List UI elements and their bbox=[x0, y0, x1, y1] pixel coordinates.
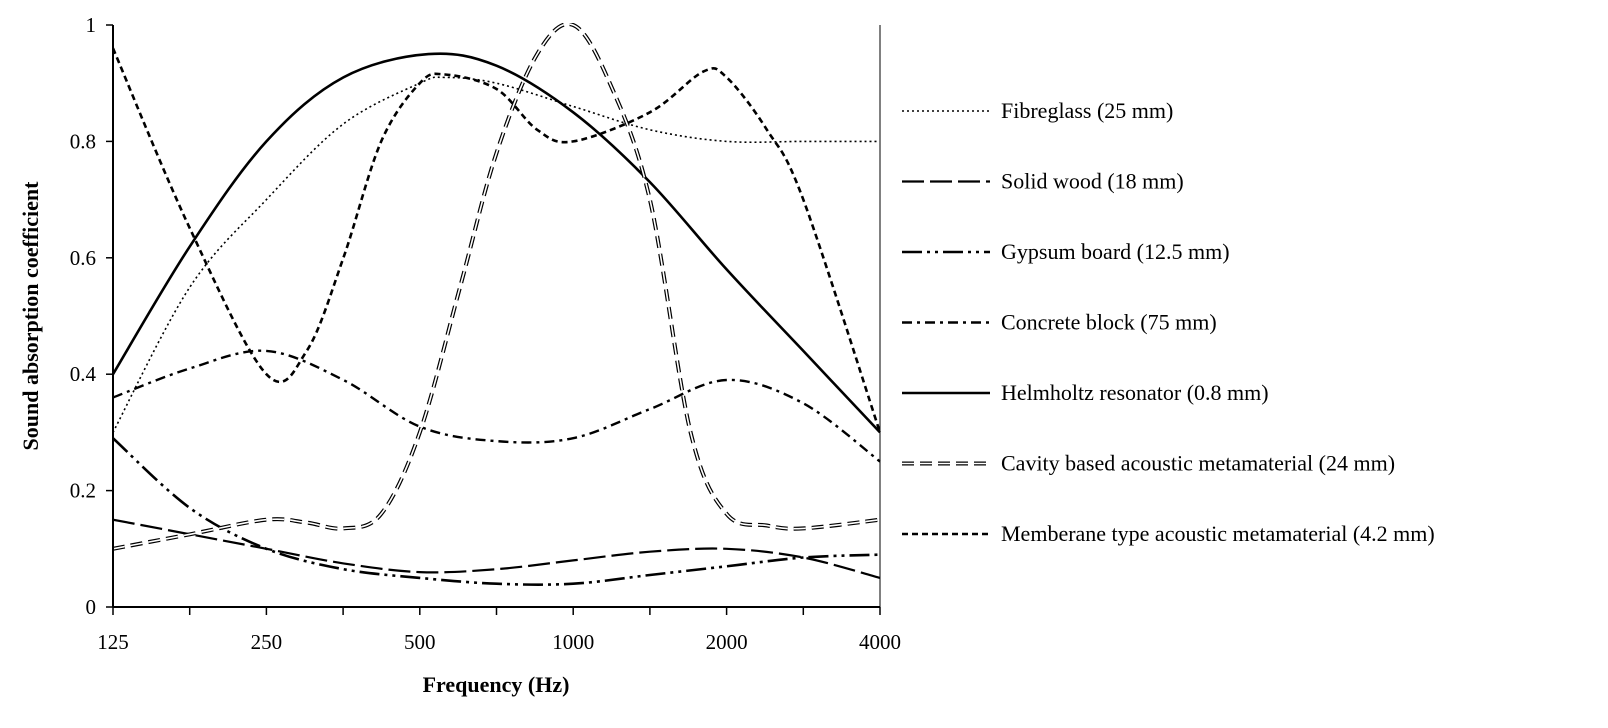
y-axis-label: Sound absorption coefficient bbox=[18, 181, 43, 451]
legend-label: Gypsum board (12.5 mm) bbox=[1001, 239, 1230, 264]
series-line-2 bbox=[113, 518, 881, 579]
series-line-5 bbox=[113, 52, 881, 434]
x-tick-label: 4000 bbox=[859, 630, 901, 654]
x-axis-label: Frequency (Hz) bbox=[423, 672, 570, 697]
y-tick-label: 0.8 bbox=[70, 129, 96, 153]
x-tick-label: 500 bbox=[404, 630, 436, 654]
legend-label: Memberane type acoustic metamaterial (4.… bbox=[1001, 521, 1435, 546]
legend-item: Fibreglass (25 mm) bbox=[902, 98, 1173, 123]
legend-item: Gypsum board (12.5 mm) bbox=[902, 239, 1230, 264]
legend-item: Concrete block (75 mm) bbox=[902, 310, 1217, 335]
x-tick-label: 125 bbox=[97, 630, 129, 654]
legend-label: Fibreglass (25 mm) bbox=[1001, 98, 1173, 123]
legend-label: Cavity based acoustic metamaterial (24 m… bbox=[1001, 451, 1395, 476]
x-tick-label: 1000 bbox=[552, 630, 594, 654]
y-tick-label: 0.6 bbox=[70, 246, 96, 270]
axes bbox=[112, 25, 881, 608]
plot-lines bbox=[113, 23, 882, 586]
y-tick-label: 1 bbox=[86, 13, 97, 37]
series-line-6 bbox=[113, 23, 881, 551]
series-line-3 bbox=[113, 437, 881, 586]
legend-item: Cavity based acoustic metamaterial (24 m… bbox=[902, 451, 1395, 476]
series-line-7 bbox=[113, 47, 882, 433]
legend-label: Solid wood (18 mm) bbox=[1001, 169, 1184, 194]
series-line-1 bbox=[113, 76, 880, 433]
legend-item: Memberane type acoustic metamaterial (4.… bbox=[902, 521, 1435, 546]
legend: Fibreglass (25 mm) Solid wood (18 mm) Gyps… bbox=[902, 98, 1435, 546]
legend-item: Solid wood (18 mm) bbox=[902, 169, 1184, 194]
x-tick-label: 2000 bbox=[706, 630, 748, 654]
y-ticks: 0 0.2 0.4 0.6 0.8 1 bbox=[70, 13, 113, 619]
series-line-4 bbox=[113, 349, 881, 463]
series-line-6-inner bbox=[113, 23, 881, 550]
x-ticks: 125 250 500 1000 2000 4000 bbox=[97, 607, 901, 654]
y-tick-label: 0 bbox=[86, 595, 97, 619]
y-tick-label: 0.2 bbox=[70, 479, 96, 503]
x-tick-label: 250 bbox=[251, 630, 283, 654]
legend-label: Helmholtz resonator (0.8 mm) bbox=[1001, 380, 1269, 405]
legend-label: Concrete block (75 mm) bbox=[1001, 310, 1217, 335]
y-tick-label: 0.4 bbox=[70, 362, 97, 386]
legend-item: Helmholtz resonator (0.8 mm) bbox=[902, 380, 1269, 405]
